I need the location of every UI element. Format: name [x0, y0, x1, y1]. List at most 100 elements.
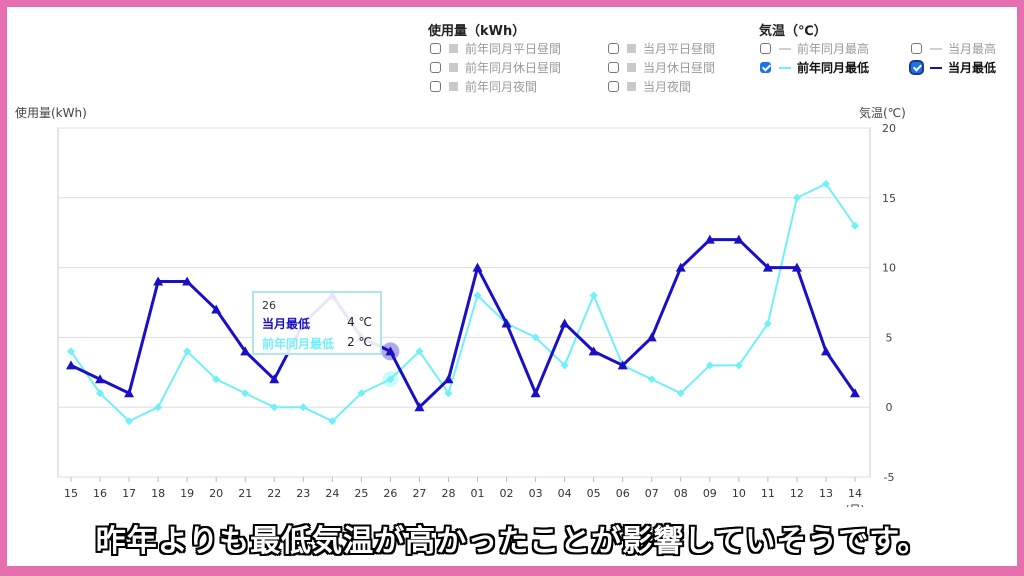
data-point[interactable] — [212, 375, 221, 384]
swatch-icon — [627, 82, 636, 91]
data-point[interactable] — [704, 234, 715, 244]
data-point[interactable] — [530, 388, 541, 398]
legend-temp-prev-min[interactable]: 前年同月最低 — [760, 59, 869, 76]
legend-usage-prev-night[interactable]: 前年同月夜間 — [430, 78, 537, 95]
data-point[interactable] — [531, 333, 540, 342]
x-tick-label: 04 — [558, 487, 572, 500]
checkbox[interactable] — [760, 43, 771, 54]
left-axis-title: 使用量(kWh) — [15, 106, 87, 120]
data-point[interactable] — [444, 389, 453, 398]
data-point[interactable] — [154, 403, 163, 412]
data-point[interactable] — [328, 417, 337, 426]
checkbox-checked[interactable] — [911, 62, 922, 73]
data-point[interactable] — [472, 262, 483, 272]
data-point[interactable] — [415, 347, 424, 356]
data-point[interactable] — [792, 193, 801, 202]
data-point[interactable] — [820, 346, 831, 356]
swatch-icon — [449, 82, 458, 91]
data-point[interactable] — [646, 332, 657, 342]
checkbox[interactable] — [430, 43, 441, 54]
checkbox[interactable] — [430, 81, 441, 92]
data-point[interactable] — [182, 276, 193, 286]
x-tick-label: 01 — [471, 487, 485, 500]
checkbox[interactable] — [608, 62, 619, 73]
checkbox[interactable] — [430, 62, 441, 73]
data-point[interactable] — [240, 346, 251, 356]
x-tick-label: 12 — [790, 487, 804, 500]
data-point[interactable] — [357, 389, 366, 398]
data-point[interactable] — [617, 360, 628, 370]
data-point[interactable] — [96, 389, 105, 398]
data-point[interactable] — [241, 389, 250, 398]
temp-legend-title: 気温（℃） — [759, 24, 827, 39]
data-point[interactable] — [183, 347, 192, 356]
data-point[interactable] — [125, 417, 134, 426]
data-point[interactable] — [95, 374, 106, 384]
x-tick-label: 23 — [296, 487, 310, 500]
y-tick-label: 5 — [886, 331, 893, 344]
legend-label: 前年同月最高 — [797, 42, 870, 56]
data-point[interactable] — [791, 262, 802, 272]
legend-usage-prev-holiday[interactable]: 前年同月休日昼間 — [430, 59, 561, 76]
data-point[interactable] — [473, 291, 482, 300]
data-point[interactable] — [299, 403, 308, 412]
y-tick-label: 10 — [882, 262, 896, 275]
checkbox[interactable] — [608, 81, 619, 92]
legend-label: 当月平日昼間 — [643, 42, 716, 56]
data-point[interactable] — [850, 388, 860, 398]
x-tick-label: 28 — [441, 487, 455, 500]
checkbox-checked[interactable] — [760, 62, 771, 73]
tooltip-day: 26 — [262, 299, 276, 312]
data-point[interactable] — [414, 402, 425, 412]
x-tick-label: 07 — [645, 487, 659, 500]
line-swatch-icon — [779, 47, 791, 50]
checkbox[interactable] — [608, 43, 619, 54]
x-tick-label: 19 — [180, 487, 194, 500]
data-point[interactable] — [588, 346, 599, 356]
data-point[interactable] — [647, 375, 656, 384]
data-point[interactable] — [676, 389, 685, 398]
tooltip-row-prev: 前年同月最低 2 ℃ — [262, 335, 372, 352]
legend-label: 当月最低 — [948, 61, 997, 75]
data-point[interactable] — [124, 388, 135, 398]
data-point[interactable] — [734, 361, 743, 370]
chart-frame: 使用量（kWh） 気温（℃） 前年同月平日昼間 前年同月休日昼間 前年同月夜間 … — [7, 7, 1017, 566]
legend-usage-prev-weekday[interactable]: 前年同月平日昼間 — [430, 40, 561, 57]
legend-label: 前年同月夜間 — [465, 80, 538, 94]
legend-usage-cur-weekday[interactable]: 当月平日昼間 — [608, 40, 715, 57]
legend-usage-cur-night[interactable]: 当月夜間 — [608, 78, 691, 95]
data-point[interactable] — [269, 374, 280, 384]
x-tick-label: 10 — [732, 487, 746, 500]
data-point[interactable] — [589, 291, 598, 300]
data-point[interactable] — [501, 318, 512, 328]
data-point[interactable] — [66, 360, 76, 370]
y-tick-label: 15 — [882, 192, 896, 205]
data-point[interactable] — [560, 361, 569, 370]
data-point[interactable] — [851, 221, 859, 230]
data-point[interactable] — [67, 347, 75, 356]
data-point[interactable] — [762, 262, 773, 272]
data-point[interactable] — [733, 234, 744, 244]
x-tick-label: 26 — [383, 487, 397, 500]
legend-temp-cur-max[interactable]: 当月最高 — [911, 40, 996, 57]
data-point[interactable] — [153, 276, 164, 286]
data-point[interactable] — [385, 346, 396, 356]
data-point[interactable] — [211, 304, 222, 314]
x-tick-label: 11 — [761, 487, 775, 500]
data-point[interactable] — [559, 318, 570, 328]
data-point[interactable] — [270, 403, 279, 412]
legend-temp-cur-min[interactable]: 当月最低 — [911, 59, 996, 76]
data-point[interactable] — [443, 374, 454, 384]
checkbox[interactable] — [911, 43, 922, 54]
data-point[interactable] — [386, 375, 395, 384]
x-tick-label: 02 — [500, 487, 514, 500]
legend-label: 前年同月休日昼間 — [465, 61, 562, 75]
data-point[interactable] — [675, 262, 686, 272]
data-point[interactable] — [763, 319, 772, 328]
legend-usage-cur-holiday[interactable]: 当月休日昼間 — [608, 59, 715, 76]
swatch-icon — [449, 63, 458, 72]
x-tick-label: 27 — [412, 487, 426, 500]
legend-temp-prev-max[interactable]: 前年同月最高 — [760, 40, 869, 57]
data-point[interactable] — [821, 179, 830, 188]
data-point[interactable] — [705, 361, 714, 370]
